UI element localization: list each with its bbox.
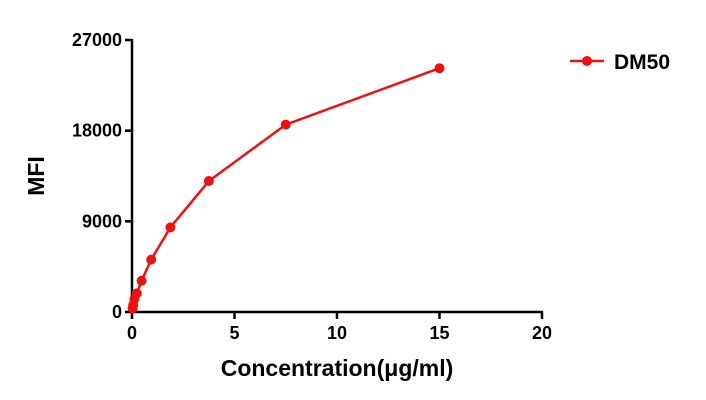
data-point	[131, 288, 142, 299]
y-tick-label: 18000	[72, 121, 122, 141]
x-tick-label: 15	[429, 323, 449, 343]
axes	[130, 39, 543, 314]
ticks: 0 5 10 15 20 0 9000 18000 27000	[72, 30, 552, 343]
x-tick-label: 20	[532, 323, 552, 343]
data-point	[146, 254, 157, 265]
y-tick-label: 9000	[82, 211, 122, 231]
data-point	[136, 275, 147, 286]
legend-label: DM50	[614, 51, 670, 74]
data-point	[165, 222, 176, 233]
data-point	[434, 63, 445, 74]
y-tick-label: 27000	[72, 30, 122, 50]
x-axis-label: Concentration(μg/ml)	[221, 355, 454, 381]
x-tick-label: 0	[127, 323, 137, 343]
legend-marker	[582, 56, 592, 66]
x-tick-label: 10	[327, 323, 347, 343]
series-line	[131, 67, 440, 309]
y-axis-label: MFI	[23, 156, 49, 196]
data-point	[280, 119, 291, 130]
data-point	[203, 176, 214, 187]
x-tick-label: 5	[229, 323, 239, 343]
series	[127, 63, 445, 314]
y-tick-label: 0	[112, 302, 122, 322]
legend: DM50	[570, 51, 670, 74]
